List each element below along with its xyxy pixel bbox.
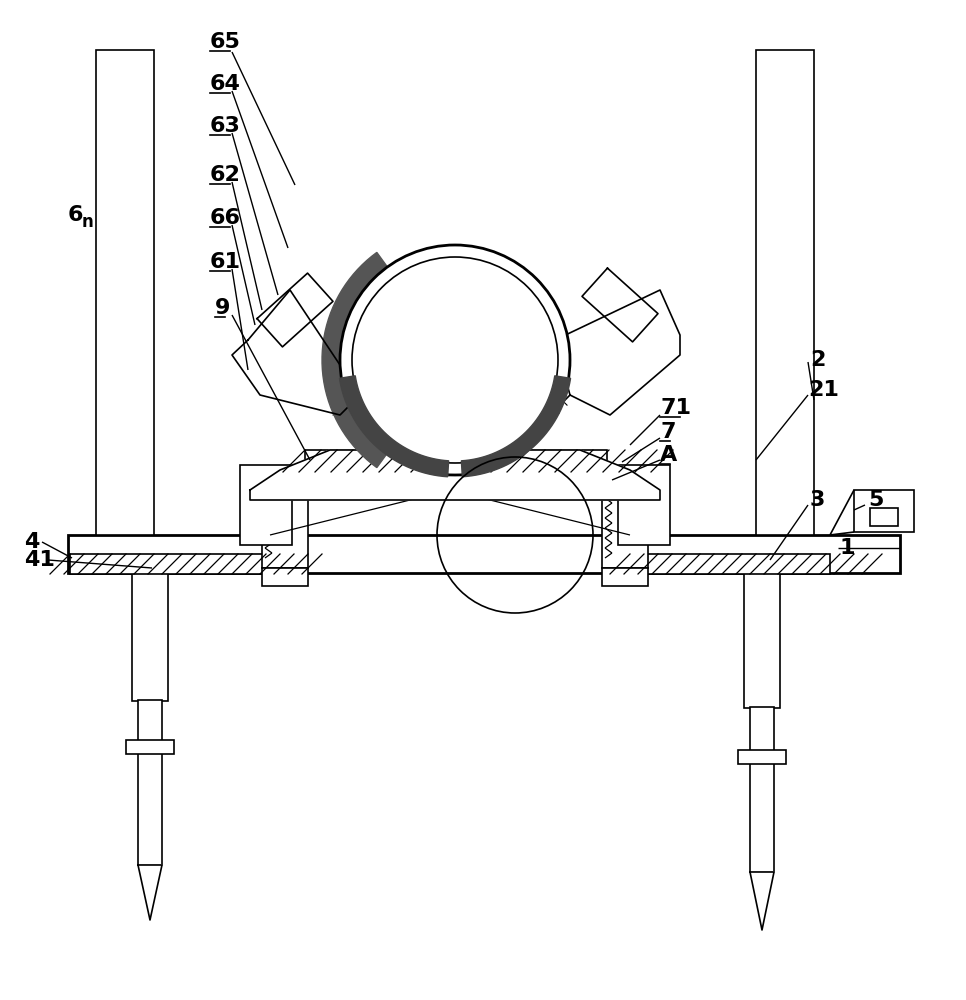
Polygon shape <box>322 252 388 468</box>
Text: A: A <box>660 445 677 465</box>
Bar <box>630 554 830 574</box>
Text: 41: 41 <box>24 550 55 570</box>
Circle shape <box>340 245 570 475</box>
Text: 62: 62 <box>210 165 241 185</box>
Text: 4: 4 <box>24 532 40 552</box>
Text: 2: 2 <box>810 350 825 370</box>
Text: 3: 3 <box>810 490 825 510</box>
Polygon shape <box>339 376 448 477</box>
Text: n: n <box>82 213 94 231</box>
Bar <box>756 50 814 535</box>
Text: 1: 1 <box>840 538 856 558</box>
Bar <box>744 560 780 708</box>
Bar <box>68 535 900 573</box>
Polygon shape <box>750 872 774 930</box>
Bar <box>618 465 670 545</box>
Text: 71: 71 <box>660 398 691 418</box>
Bar <box>738 750 786 764</box>
Bar <box>96 50 154 535</box>
Text: 5: 5 <box>868 490 883 510</box>
Polygon shape <box>257 273 333 347</box>
Text: 61: 61 <box>210 252 241 272</box>
Text: 65: 65 <box>210 32 241 52</box>
Bar <box>602 568 648 586</box>
Bar <box>630 554 830 574</box>
Bar <box>240 465 292 545</box>
Text: 7: 7 <box>660 422 675 442</box>
Text: 66: 66 <box>210 208 241 228</box>
Polygon shape <box>138 865 162 920</box>
Bar <box>70 554 270 574</box>
Bar <box>305 450 607 472</box>
Bar <box>138 700 162 865</box>
Text: 64: 64 <box>210 74 241 94</box>
Bar <box>262 568 308 586</box>
Bar <box>262 490 308 568</box>
Text: 9: 9 <box>215 298 230 318</box>
Bar <box>854 490 914 532</box>
Bar <box>126 740 174 754</box>
Polygon shape <box>582 268 658 342</box>
Text: 6: 6 <box>68 205 83 225</box>
Polygon shape <box>250 450 660 500</box>
Circle shape <box>352 257 558 463</box>
Bar <box>70 554 270 574</box>
Text: 63: 63 <box>210 116 241 136</box>
Bar <box>870 508 898 526</box>
Bar <box>305 450 607 472</box>
Text: 21: 21 <box>808 380 838 400</box>
Bar <box>132 573 168 701</box>
Polygon shape <box>232 290 360 415</box>
Polygon shape <box>462 376 571 477</box>
Bar <box>602 490 648 568</box>
Bar <box>750 707 774 872</box>
Polygon shape <box>555 290 680 415</box>
